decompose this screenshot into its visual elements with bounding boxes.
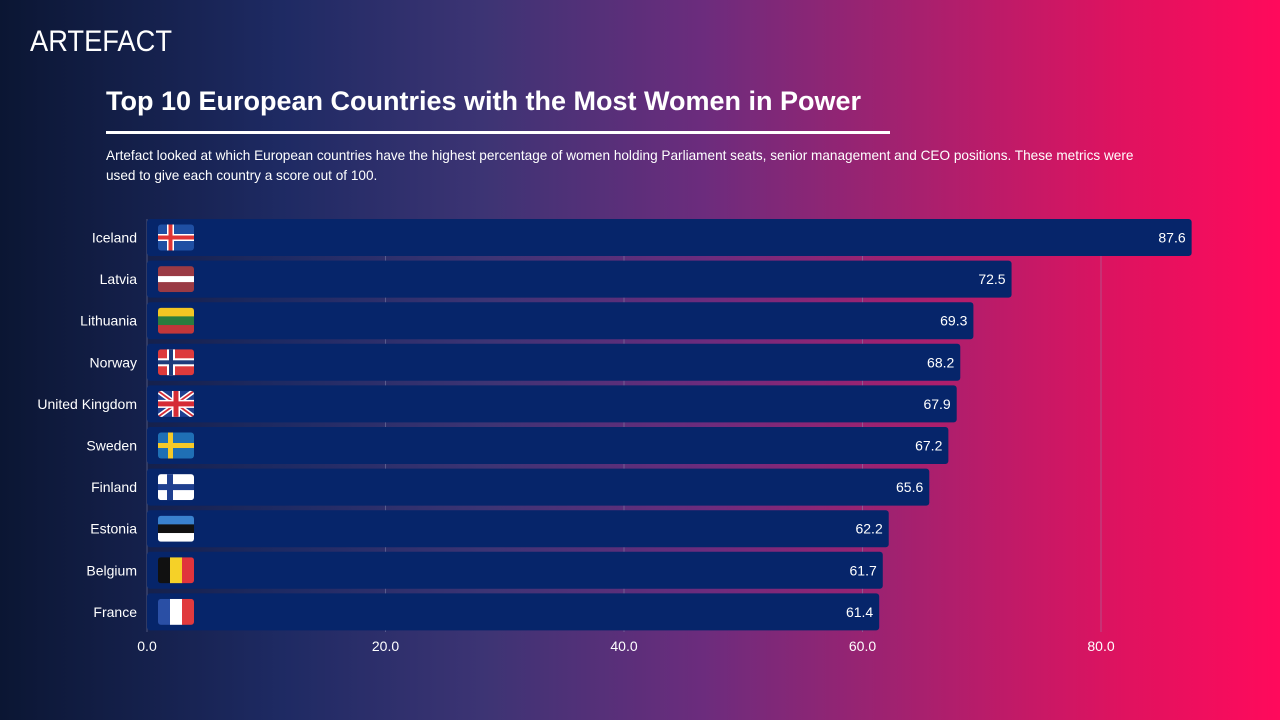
chart-title: Top 10 European Countries with the Most … bbox=[106, 86, 862, 116]
belgium-flag-icon bbox=[158, 557, 194, 584]
bar-belgium bbox=[147, 551, 883, 589]
category-label: Sweden bbox=[86, 438, 137, 454]
category-label: Iceland bbox=[92, 230, 137, 246]
value-label: 72.5 bbox=[978, 271, 1005, 287]
bar-norway bbox=[147, 343, 961, 381]
x-axis-ticks: 0.0 20.0 40.0 60.0 80.0 bbox=[137, 638, 1115, 654]
value-label: 67.9 bbox=[923, 396, 950, 412]
x-tick-label: 80.0 bbox=[1087, 638, 1114, 654]
norway-flag-icon bbox=[158, 349, 194, 376]
bar-finland bbox=[147, 468, 930, 506]
logo-text: ARTEFACT bbox=[30, 26, 172, 54]
bar-united-kingdom bbox=[147, 385, 957, 423]
finland-flag-icon bbox=[158, 474, 194, 501]
value-label: 61.7 bbox=[850, 562, 877, 578]
category-label: United Kingdom bbox=[37, 396, 137, 412]
bar-france bbox=[147, 593, 880, 631]
value-label: 62.2 bbox=[855, 521, 882, 537]
category-label: Latvia bbox=[100, 271, 138, 287]
x-tick-label: 60.0 bbox=[849, 638, 876, 654]
value-label: 87.6 bbox=[1158, 230, 1185, 246]
bar-iceland bbox=[147, 219, 1192, 256]
france-flag-icon bbox=[158, 598, 194, 625]
x-tick-label: 20.0 bbox=[372, 638, 399, 654]
category-label: Finland bbox=[91, 479, 137, 495]
chart-subtitle: Artefact looked at which European countr… bbox=[106, 148, 1134, 183]
bars: 87.6 72.5 69.3 68.2 67.9 67.2 65.6 62.2 61.7 61.4 bbox=[147, 219, 1192, 631]
value-label: 69.3 bbox=[940, 313, 967, 329]
bar-latvia bbox=[147, 260, 1012, 298]
value-label: 65.6 bbox=[896, 479, 923, 495]
category-label: Estonia bbox=[90, 521, 137, 537]
united-kingdom-flag-icon bbox=[158, 390, 194, 417]
lithuania-flag-icon bbox=[158, 307, 194, 334]
sweden-flag-icon bbox=[158, 432, 194, 459]
iceland-flag-icon bbox=[158, 224, 194, 251]
x-tick-label: 40.0 bbox=[610, 638, 637, 654]
title-underline bbox=[106, 131, 890, 134]
x-tick-label: 0.0 bbox=[137, 638, 157, 654]
artefact-logo: ARTEFACT bbox=[30, 26, 172, 54]
category-label: Belgium bbox=[86, 562, 137, 578]
bar-sweden bbox=[147, 427, 949, 464]
category-labels: Iceland Latvia Lithuania Norway United Kingd… bbox=[37, 230, 137, 620]
value-label: 67.2 bbox=[915, 438, 942, 454]
value-label: 68.2 bbox=[927, 354, 954, 370]
bar-estonia bbox=[147, 510, 889, 548]
latvia-flag-icon bbox=[158, 266, 194, 293]
estonia-flag-icon bbox=[158, 515, 194, 542]
category-label: France bbox=[93, 604, 137, 620]
category-label: Lithuania bbox=[80, 313, 137, 329]
value-label: 61.4 bbox=[846, 604, 873, 620]
category-label: Norway bbox=[90, 354, 137, 370]
bar-lithuania bbox=[147, 302, 974, 340]
